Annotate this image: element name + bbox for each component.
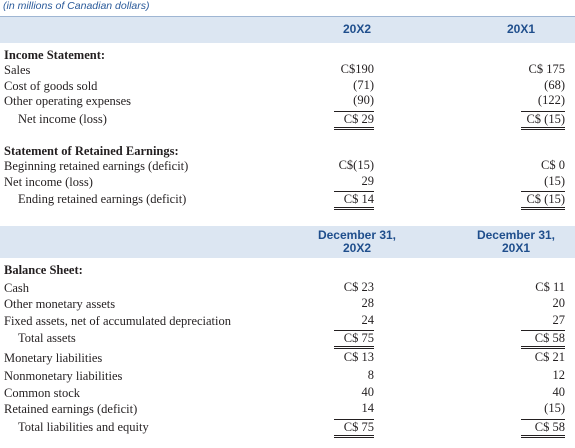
header-line: 20X1 bbox=[501, 241, 531, 255]
row-label: Other monetary assets bbox=[4, 297, 116, 311]
caption: (in millions of Canadian dollars) bbox=[3, 0, 150, 12]
row-label: Sales bbox=[4, 63, 31, 77]
amount: 28 bbox=[361, 296, 375, 310]
amount: C$ 29 bbox=[334, 111, 374, 130]
amount: C$ (15) bbox=[521, 111, 565, 130]
header-line: December 31, bbox=[317, 228, 397, 242]
row-label: Cost of goods sold bbox=[4, 79, 98, 93]
amount: C$ 14 bbox=[334, 191, 374, 210]
column-header: 20X1 bbox=[506, 22, 536, 36]
section-title: Income Statement: bbox=[4, 48, 106, 62]
amount: C$ 58 bbox=[521, 330, 565, 349]
amount: C$ (15) bbox=[521, 191, 565, 210]
amount: C$ 13 bbox=[343, 350, 374, 364]
amount: 40 bbox=[361, 385, 375, 399]
amount: C$ 58 bbox=[521, 419, 565, 438]
section-title: Statement of Retained Earnings: bbox=[4, 144, 179, 158]
amount: C$ 75 bbox=[334, 419, 374, 438]
row-label: Common stock bbox=[4, 386, 81, 400]
amount: 27 bbox=[552, 313, 566, 327]
amount: C$ 23 bbox=[343, 280, 374, 294]
row-label: Total liabilities and equity bbox=[18, 420, 149, 434]
column-header: December 31, 20X2 bbox=[297, 229, 417, 255]
amount: C$190 bbox=[340, 62, 374, 76]
amount: C$ 175 bbox=[528, 62, 565, 76]
header-line: 20X2 bbox=[342, 241, 372, 255]
amount: C$ 11 bbox=[535, 280, 565, 294]
row-label: Net income (loss) bbox=[4, 175, 93, 189]
amount: 29 bbox=[361, 174, 375, 188]
amount: 12 bbox=[552, 368, 566, 382]
section-title: Balance Sheet: bbox=[4, 263, 83, 277]
amount: 24 bbox=[361, 313, 375, 327]
amount: C$(15) bbox=[338, 158, 374, 172]
amount: C$ 0 bbox=[541, 158, 565, 172]
amount: 20 bbox=[552, 296, 566, 310]
amount: C$ 75 bbox=[334, 330, 374, 349]
amount: C$ 21 bbox=[534, 350, 565, 364]
column-header: December 31, 20X1 bbox=[456, 229, 575, 255]
amount: (15) bbox=[544, 401, 565, 415]
header-line: December 31, bbox=[476, 228, 556, 242]
amount: (71) bbox=[353, 78, 374, 92]
amount: (15) bbox=[544, 174, 565, 188]
row-label: Nonmonetary liabilities bbox=[4, 369, 123, 383]
row-label: Ending retained earnings (deficit) bbox=[18, 192, 187, 206]
row-label: Net income (loss) bbox=[18, 112, 107, 126]
amount: 8 bbox=[367, 368, 374, 382]
amount: (122) bbox=[537, 93, 565, 107]
amount: (68) bbox=[544, 78, 565, 92]
amount: 14 bbox=[361, 401, 375, 415]
header-band bbox=[0, 226, 575, 258]
row-label: Fixed assets, net of accumulated depreci… bbox=[4, 314, 232, 328]
row-label: Total assets bbox=[18, 331, 76, 345]
row-label: Retained earnings (deficit) bbox=[4, 402, 138, 416]
row-label: Monetary liabilities bbox=[4, 351, 103, 365]
amount: (90) bbox=[353, 93, 374, 107]
header-band bbox=[0, 16, 575, 43]
column-header: 20X2 bbox=[342, 22, 372, 36]
row-label: Other operating expenses bbox=[4, 94, 132, 108]
row-label: Beginning retained earnings (deficit) bbox=[4, 159, 189, 173]
row-label: Cash bbox=[4, 281, 29, 295]
amount: 40 bbox=[552, 385, 566, 399]
